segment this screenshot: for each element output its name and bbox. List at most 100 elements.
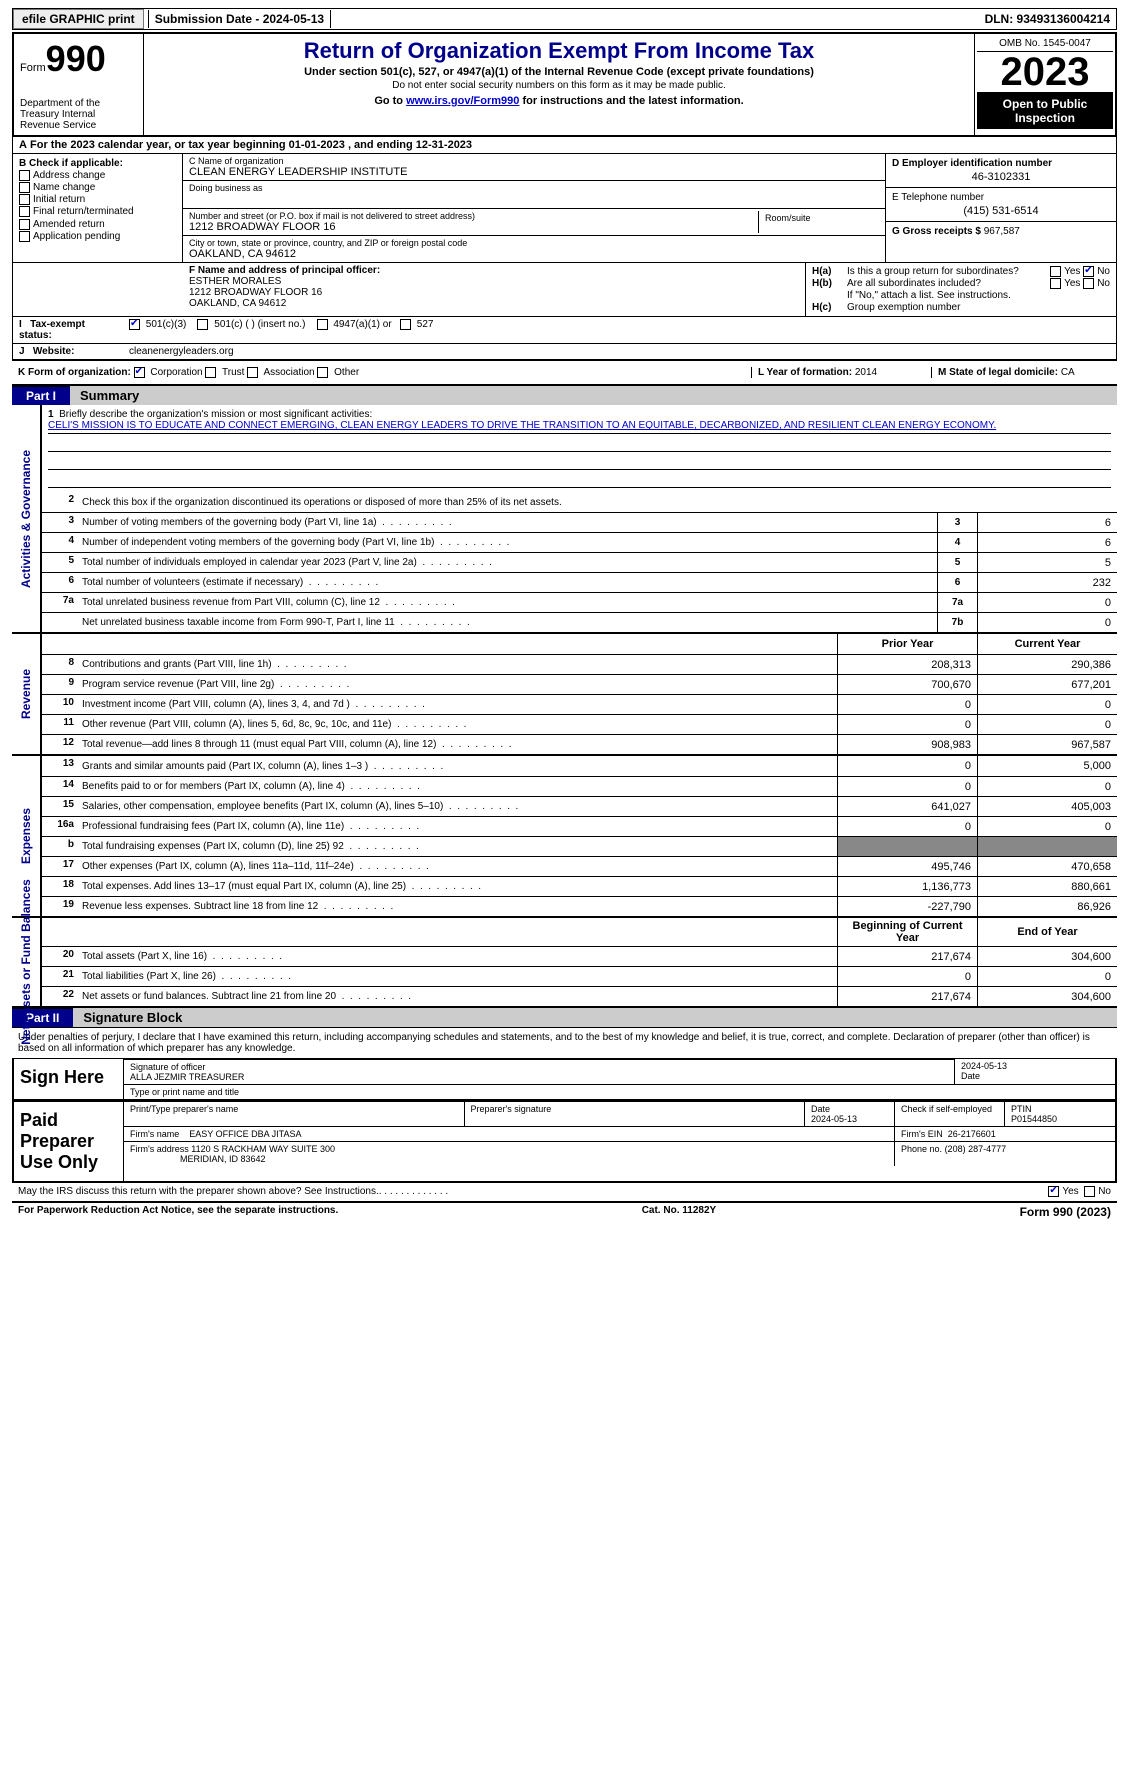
ha-yes[interactable]: [1050, 266, 1061, 277]
chk-initial-return[interactable]: Initial return: [19, 194, 176, 205]
col-current-year: Current Year: [977, 634, 1117, 654]
column-c: C Name of organization CLEAN ENERGY LEAD…: [183, 154, 886, 262]
row-klm: K Form of organization: Corporation Trus…: [12, 361, 1117, 386]
room-suite: Room/suite: [759, 211, 879, 233]
summary-row: 3 Number of voting members of the govern…: [42, 512, 1117, 532]
chk-4947[interactable]: [317, 319, 328, 330]
department: Department of the Treasury Internal Reve…: [20, 98, 137, 131]
net-assets-block: Net Assets or Fund Balances Beginning of…: [12, 918, 1117, 1008]
summary-row: 12 Total revenue—add lines 8 through 11 …: [42, 734, 1117, 754]
paid-preparer-label: Paid Preparer Use Only: [14, 1102, 124, 1181]
hb-yes[interactable]: [1050, 278, 1061, 289]
row-a: A For the 2023 calendar year, or tax yea…: [12, 137, 1117, 154]
org-name: CLEAN ENERGY LEADERSHIP INSTITUTE: [189, 166, 879, 178]
firm-name: EASY OFFICE DBA JITASA: [189, 1129, 301, 1139]
form-header: Form990 Department of the Treasury Inter…: [12, 32, 1117, 137]
irs-link[interactable]: www.irs.gov/Form990: [406, 95, 519, 107]
summary-row: b Total fundraising expenses (Part IX, c…: [42, 836, 1117, 856]
summary-row: 22 Net assets or fund balances. Subtract…: [42, 986, 1117, 1006]
discuss-yes[interactable]: [1048, 1186, 1059, 1197]
summary-row: 19 Revenue less expenses. Subtract line …: [42, 896, 1117, 916]
gross-receipts: 967,587: [984, 226, 1020, 237]
activities-governance-block: Activities & Governance 1 Briefly descri…: [12, 405, 1117, 634]
website-value: cleanenergyleaders.org: [123, 344, 1116, 359]
chk-address-change[interactable]: Address change: [19, 170, 176, 181]
row-i: I Tax-exempt status: 501(c)(3) 501(c) ( …: [12, 317, 1117, 344]
row-j: J Website: cleanenergyleaders.org: [12, 344, 1117, 361]
footer-center: Cat. No. 11282Y: [642, 1205, 716, 1219]
col-prior-year: Prior Year: [837, 634, 977, 654]
summary-row: 5 Total number of individuals employed i…: [42, 552, 1117, 572]
tax-year: 2023: [977, 52, 1113, 93]
chk-trust[interactable]: [205, 367, 216, 378]
summary-row: 21 Total liabilities (Part X, line 26) 0…: [42, 966, 1117, 986]
summary-row: 16a Professional fundraising fees (Part …: [42, 816, 1117, 836]
hb-no[interactable]: [1083, 278, 1094, 289]
section-bcd: B Check if applicable: Address change Na…: [12, 154, 1117, 263]
chk-other[interactable]: [317, 367, 328, 378]
column-b: B Check if applicable: Address change Na…: [13, 154, 183, 262]
officer-signature: ALLA JEZMIR TREASURER: [130, 1072, 244, 1082]
summary-row: 15 Salaries, other compensation, employe…: [42, 796, 1117, 816]
summary-row: 7a Total unrelated business revenue from…: [42, 592, 1117, 612]
ha-no[interactable]: [1083, 266, 1094, 277]
section-fh: F Name and address of principal officer:…: [12, 263, 1117, 317]
top-bar: efile GRAPHIC print Submission Date - 20…: [12, 8, 1117, 30]
form-subtitle: Under section 501(c), 527, or 4947(a)(1)…: [152, 66, 966, 78]
discuss-row: May the IRS discuss this return with the…: [12, 1183, 1117, 1202]
chk-501c[interactable]: [197, 319, 208, 330]
expenses-block: Expenses 13 Grants and similar amounts p…: [12, 756, 1117, 918]
form-title: Return of Organization Exempt From Incom…: [152, 38, 966, 64]
summary-row: 9 Program service revenue (Part VIII, li…: [42, 674, 1117, 694]
side-tab-ag: Activities & Governance: [19, 450, 33, 588]
sign-here-label: Sign Here: [14, 1059, 124, 1099]
phone-value: (415) 531-6514: [892, 205, 1110, 217]
summary-row: 17 Other expenses (Part IX, column (A), …: [42, 856, 1117, 876]
col-begin-year: Beginning of Current Year: [837, 918, 977, 946]
state-domicile: CA: [1061, 367, 1075, 378]
paid-preparer-block: Paid Preparer Use Only Print/Type prepar…: [12, 1101, 1117, 1183]
column-h: H(a)Is this a group return for subordina…: [806, 263, 1116, 316]
chk-527[interactable]: [400, 319, 411, 330]
footer: For Paperwork Reduction Act Notice, see …: [12, 1203, 1117, 1221]
side-tab-net: Net Assets or Fund Balances: [19, 880, 33, 1046]
org-address: 1212 BROADWAY FLOOR 16: [189, 221, 758, 233]
chk-association[interactable]: [247, 367, 258, 378]
chk-corporation[interactable]: [134, 367, 145, 378]
side-tab-revenue: Revenue: [19, 669, 33, 719]
chk-amended-return[interactable]: Amended return: [19, 219, 176, 230]
dln: DLN: 93493136004214: [979, 10, 1116, 28]
summary-row: Net unrelated business taxable income fr…: [42, 612, 1117, 632]
column-f: F Name and address of principal officer:…: [183, 263, 806, 316]
revenue-block: Revenue Prior Year Current Year 8 Contri…: [12, 634, 1117, 756]
summary-row: 13 Grants and similar amounts paid (Part…: [42, 756, 1117, 776]
summary-row: 11 Other revenue (Part VIII, column (A),…: [42, 714, 1117, 734]
footer-left: For Paperwork Reduction Act Notice, see …: [18, 1205, 338, 1219]
col-end-year: End of Year: [977, 918, 1117, 946]
officer-addr1: 1212 BROADWAY FLOOR 16: [189, 287, 322, 298]
summary-row: 10 Investment income (Part VIII, column …: [42, 694, 1117, 714]
footer-right: Form 990 (2023): [1020, 1205, 1111, 1219]
officer-name: ESTHER MORALES: [189, 276, 281, 287]
part-i-header: Part I Summary: [12, 386, 1117, 405]
ein-value: 46-3102331: [892, 171, 1110, 183]
side-tab-expenses: Expenses: [19, 808, 33, 864]
efile-print-button[interactable]: efile GRAPHIC print: [13, 9, 144, 29]
discuss-no[interactable]: [1084, 1186, 1095, 1197]
sign-here-block: Sign Here Signature of officer ALLA JEZM…: [12, 1058, 1117, 1101]
summary-row: 14 Benefits paid to or for members (Part…: [42, 776, 1117, 796]
chk-final-return[interactable]: Final return/terminated: [19, 206, 176, 217]
chk-application-pending[interactable]: Application pending: [19, 231, 176, 242]
form-number: 990: [46, 38, 106, 79]
chk-501c3[interactable]: [129, 319, 140, 330]
column-d: D Employer identification number 46-3102…: [886, 154, 1116, 262]
part-ii-header: Part II Signature Block: [12, 1008, 1117, 1027]
summary-row: 18 Total expenses. Add lines 13–17 (must…: [42, 876, 1117, 896]
form-prefix: Form: [20, 62, 46, 74]
summary-row: 8 Contributions and grants (Part VIII, l…: [42, 654, 1117, 674]
mission-statement: CELI'S MISSION IS TO EDUCATE AND CONNECT…: [48, 420, 1111, 434]
chk-name-change[interactable]: Name change: [19, 182, 176, 193]
org-city: OAKLAND, CA 94612: [189, 248, 879, 260]
ptin-value: P01544850: [1011, 1114, 1057, 1124]
firm-ein: 26-2176601: [948, 1129, 996, 1139]
